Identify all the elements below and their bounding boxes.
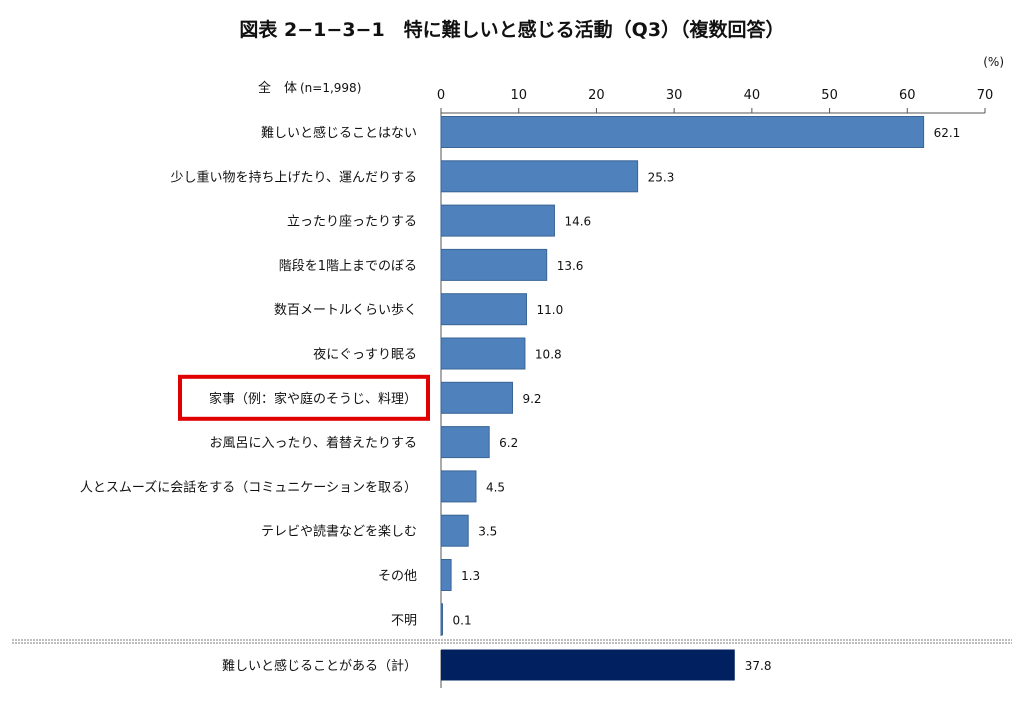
bar xyxy=(440,381,513,414)
total-value-label: 37.8 xyxy=(745,659,772,673)
total-category-label: 難しいと感じることがある（計） xyxy=(222,658,417,674)
value-label: 25.3 xyxy=(648,170,675,184)
x-tick-label: 70 xyxy=(977,88,994,103)
x-tick-label: 0 xyxy=(437,88,445,103)
chart-title: 図表 2−1−3−1 特に難しいと感じる活動（Q3）（複数回答） xyxy=(239,18,784,41)
bar xyxy=(440,116,925,148)
category-label: 人とスムーズに会話をする（コミュニケーションを取る） xyxy=(80,479,417,495)
value-label: 1.3 xyxy=(461,569,480,583)
bar xyxy=(440,160,639,193)
value-label: 62.1 xyxy=(934,126,961,140)
x-tick-label: 40 xyxy=(744,88,761,103)
bar xyxy=(440,426,490,459)
bar xyxy=(440,337,526,370)
bar xyxy=(440,514,469,547)
bar xyxy=(440,559,452,591)
bar xyxy=(440,293,527,326)
category-label: テレビや読書などを楽しむ xyxy=(261,524,417,540)
unit-label: (%) xyxy=(983,55,1004,69)
x-tick-label: 30 xyxy=(666,88,683,103)
category-label: 階段を1階上までのぼる xyxy=(279,259,417,274)
category-label: 少し重い物を持ち上げたり、運んだりする xyxy=(171,169,417,185)
value-label: 13.6 xyxy=(557,259,584,273)
x-tick-label: 50 xyxy=(821,88,838,103)
category-label: その他 xyxy=(378,569,417,584)
value-label: 4.5 xyxy=(486,480,505,494)
value-label: 14.6 xyxy=(564,215,591,229)
total-bar xyxy=(441,649,735,681)
category-label: 不明 xyxy=(391,613,417,628)
x-tick-label: 20 xyxy=(588,88,605,103)
value-label: 0.1 xyxy=(453,613,472,627)
category-label: 夜にぐっすり眠る xyxy=(313,348,417,363)
category-label: 数百メートルくらい歩く xyxy=(274,303,417,318)
value-label: 9.2 xyxy=(522,392,541,406)
category-label: 立ったり座ったりする xyxy=(287,215,417,230)
category-label: お風呂に入ったり、着替えたりする xyxy=(210,435,417,451)
value-label: 11.0 xyxy=(536,303,563,317)
category-label: 難しいと感じることはない xyxy=(261,125,417,141)
x-tick-label: 10 xyxy=(510,88,527,103)
category-label: 家事（例：家や庭のそうじ、料理） xyxy=(209,391,417,407)
bar xyxy=(440,603,443,636)
sample-size-label: (n=1,998) xyxy=(300,81,361,95)
bar xyxy=(440,248,548,281)
bar xyxy=(440,204,555,237)
highlight-box xyxy=(178,374,430,421)
value-label: 6.2 xyxy=(499,436,518,450)
value-label: 10.8 xyxy=(535,348,562,362)
x-tick-label: 60 xyxy=(899,88,916,103)
group-label: 全 体 xyxy=(258,80,297,96)
value-label: 3.5 xyxy=(478,525,497,539)
bar xyxy=(440,470,477,503)
